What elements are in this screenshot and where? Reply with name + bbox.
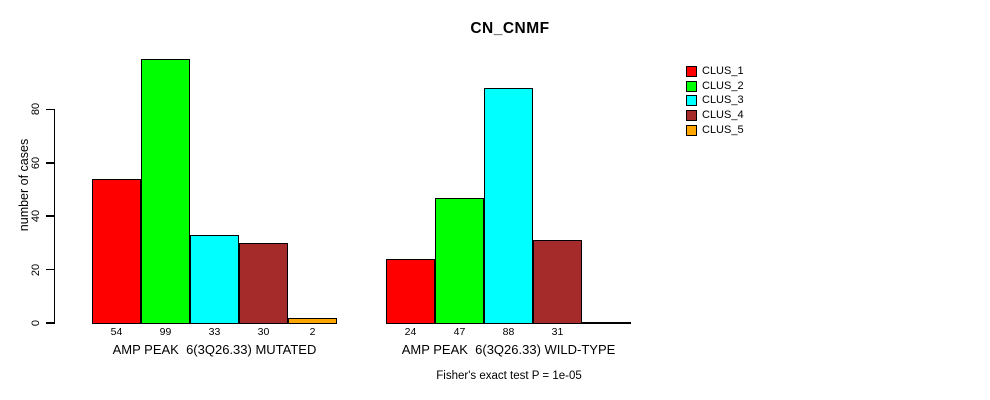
bar-clus_4 xyxy=(533,240,582,324)
bar-clus_2 xyxy=(141,59,190,324)
legend-swatch-icon xyxy=(686,109,697,121)
bar-clus_1 xyxy=(92,179,141,324)
y-tick-label: 0 xyxy=(30,319,42,327)
y-tick-mark xyxy=(45,322,54,324)
bar-clus_5-zero xyxy=(582,322,631,324)
y-axis-line xyxy=(53,108,55,324)
legend-item-clus_3: CLUS_3 xyxy=(686,93,744,108)
legend-item-clus_5: CLUS_5 xyxy=(686,123,744,138)
y-tick-mark xyxy=(45,162,54,164)
bar-value-label: 88 xyxy=(502,326,515,338)
legend-item-clus_4: CLUS_4 xyxy=(686,108,744,123)
y-tick-label: 60 xyxy=(30,156,42,169)
bar-value-label: 30 xyxy=(257,326,270,338)
legend-swatch-icon xyxy=(686,124,697,136)
legend-label: CLUS_5 xyxy=(702,123,744,136)
category-label: AMP PEAK 6(3Q26.33) WILD-TYPE xyxy=(401,342,616,357)
y-tick-label: 80 xyxy=(30,103,42,116)
legend: CLUS_1 CLUS_2 CLUS_3 CLUS_4 CLUS_5 xyxy=(686,64,744,137)
bar-value-label: 54 xyxy=(110,326,123,338)
bar-clus_5 xyxy=(288,318,337,324)
legend-item-clus_1: CLUS_1 xyxy=(686,64,744,79)
bar-value-label: 2 xyxy=(309,326,316,338)
y-tick-label: 20 xyxy=(30,263,42,276)
y-axis-label: number of cases xyxy=(17,138,31,232)
bar-value-label: 99 xyxy=(159,326,172,338)
bar-clus_3 xyxy=(190,235,239,324)
legend-item-clus_2: CLUS_2 xyxy=(686,79,744,94)
legend-swatch-icon xyxy=(686,95,697,107)
y-tick-mark xyxy=(45,268,54,271)
legend-label: CLUS_3 xyxy=(702,94,744,107)
bar-value-label: 24 xyxy=(404,326,417,338)
category-label: AMP PEAK 6(3Q26.33) MUTATED xyxy=(112,342,317,357)
bar-value-label: 47 xyxy=(453,326,466,338)
legend-swatch-icon xyxy=(686,80,697,92)
fisher-test-annotation: Fisher's exact test P = 1e-05 xyxy=(436,370,582,382)
legend-label: CLUS_2 xyxy=(702,79,744,92)
y-tick-mark xyxy=(45,108,54,111)
bar-clus_2 xyxy=(435,198,484,324)
bar-clus_4 xyxy=(239,243,288,324)
bar-value-label: 33 xyxy=(208,326,221,338)
legend-label: CLUS_1 xyxy=(702,64,744,77)
bar-clus_3 xyxy=(484,88,533,324)
bar-clus_1 xyxy=(386,259,435,324)
y-tick-mark xyxy=(45,215,54,217)
bar-value-label: 31 xyxy=(551,326,564,338)
legend-swatch-icon xyxy=(686,65,697,77)
chart-title: CN_CNMF xyxy=(470,20,550,37)
y-tick-label: 40 xyxy=(30,210,42,223)
legend-label: CLUS_4 xyxy=(702,108,744,121)
